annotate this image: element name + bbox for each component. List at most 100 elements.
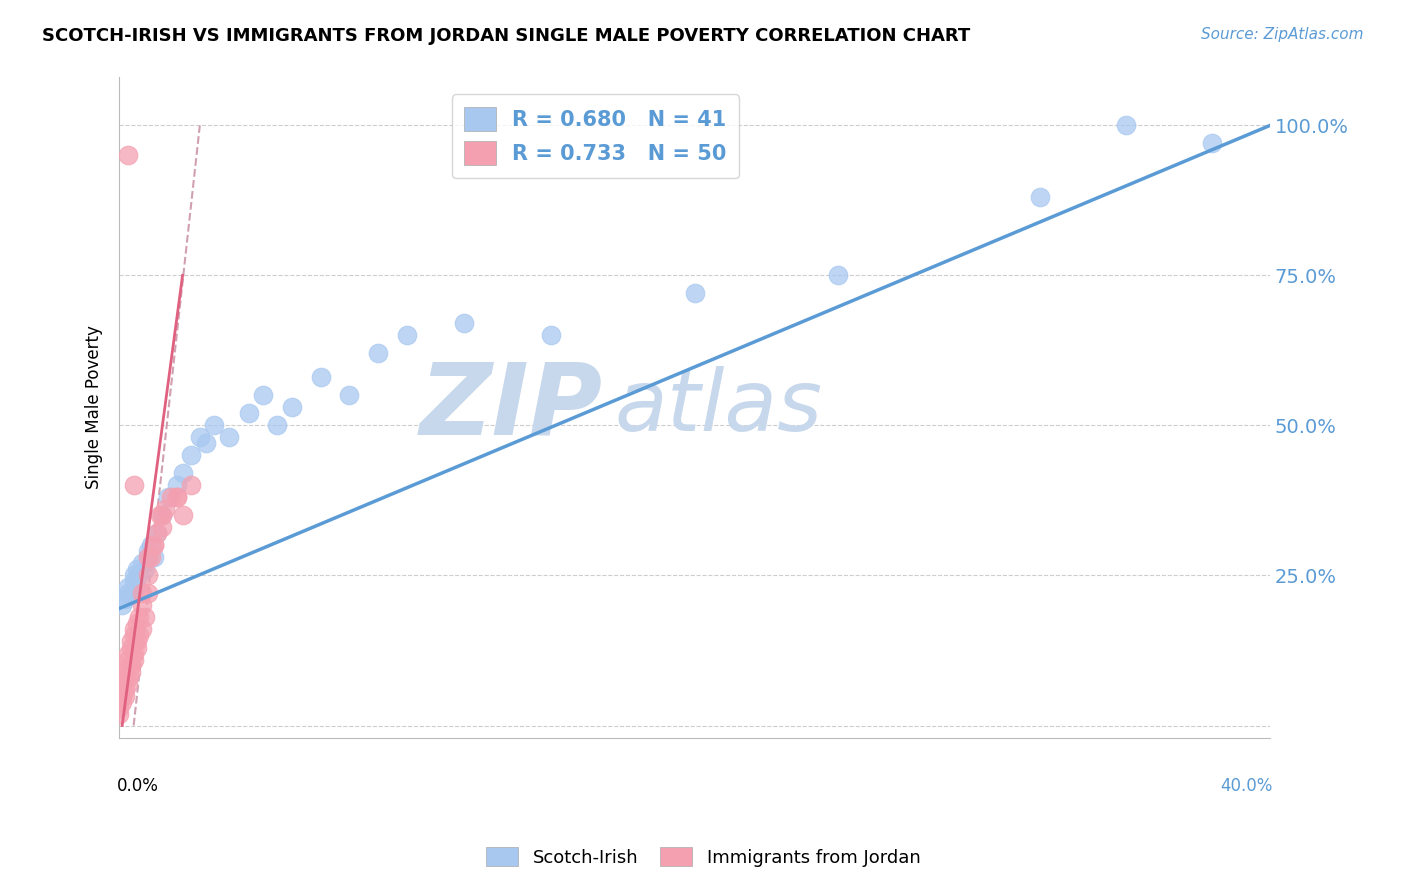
Point [827, 268, 849, 283]
Point [114, 671, 136, 685]
Point [111, 676, 134, 690]
Point [134, 610, 156, 624]
Point [145, 526, 167, 541]
Y-axis label: Single Male Poverty: Single Male Poverty [86, 326, 103, 490]
Point [125, 562, 148, 576]
Text: ZIP: ZIP [419, 359, 603, 456]
Point [108, 706, 131, 721]
Point [117, 658, 139, 673]
Point [139, 550, 162, 565]
Point [111, 682, 134, 697]
Point [238, 407, 260, 421]
Point [152, 508, 174, 523]
Point [180, 478, 202, 492]
Point [339, 388, 361, 402]
Point [166, 491, 188, 505]
Point [145, 526, 167, 541]
Point [136, 550, 159, 565]
Point [367, 346, 389, 360]
Point [128, 628, 150, 642]
Point [166, 491, 188, 505]
Point [172, 467, 194, 481]
Point [114, 682, 136, 697]
Point [142, 550, 165, 565]
Point [136, 550, 159, 565]
Point [120, 658, 142, 673]
Point [194, 436, 217, 450]
Point [114, 592, 136, 607]
Point [122, 647, 145, 661]
Point [111, 694, 134, 708]
Point [117, 652, 139, 666]
Point [266, 418, 288, 433]
Point [125, 581, 148, 595]
Point [683, 286, 706, 301]
Point [117, 581, 139, 595]
Point [172, 508, 194, 523]
Text: 40.0%: 40.0% [1220, 777, 1272, 795]
Point [122, 568, 145, 582]
Point [180, 449, 202, 463]
Point [117, 586, 139, 600]
Point [122, 628, 145, 642]
Point [122, 478, 145, 492]
Legend: Scotch-Irish, Immigrants from Jordan: Scotch-Irish, Immigrants from Jordan [478, 840, 928, 874]
Point [142, 539, 165, 553]
Point [122, 652, 145, 666]
Point [160, 491, 183, 505]
Text: Source: ZipAtlas.com: Source: ZipAtlas.com [1201, 27, 1364, 42]
Point [152, 520, 174, 534]
Point [114, 689, 136, 703]
Point [136, 544, 159, 558]
Point [309, 370, 332, 384]
Point [155, 502, 177, 516]
Point [114, 665, 136, 679]
Point [136, 586, 159, 600]
Point [218, 430, 240, 444]
Point [111, 599, 134, 613]
Text: SCOTCH-IRISH VS IMMIGRANTS FROM JORDAN SINGLE MALE POVERTY CORRELATION CHART: SCOTCH-IRISH VS IMMIGRANTS FROM JORDAN S… [42, 27, 970, 45]
Point [1201, 136, 1223, 151]
Point [128, 568, 150, 582]
Point [395, 328, 418, 343]
Legend: R = 0.680   N = 41, R = 0.733   N = 50: R = 0.680 N = 41, R = 0.733 N = 50 [451, 95, 740, 178]
Point [131, 599, 153, 613]
Point [117, 671, 139, 685]
Point [139, 539, 162, 553]
Text: 0.0%: 0.0% [117, 777, 159, 795]
Point [157, 491, 180, 505]
Point [540, 328, 562, 343]
Point [1115, 119, 1137, 133]
Point [148, 508, 170, 523]
Point [122, 574, 145, 589]
Point [117, 676, 139, 690]
Point [134, 562, 156, 576]
Point [453, 317, 475, 331]
Point [117, 647, 139, 661]
Point [120, 665, 142, 679]
Point [125, 634, 148, 648]
Point [1029, 190, 1052, 204]
Point [108, 700, 131, 714]
Point [125, 640, 148, 655]
Point [111, 689, 134, 703]
Point [131, 623, 153, 637]
Point [120, 586, 142, 600]
Point [136, 568, 159, 582]
Point [125, 616, 148, 631]
Point [252, 388, 274, 402]
Point [117, 148, 139, 162]
Point [202, 418, 225, 433]
Point [120, 634, 142, 648]
Point [120, 640, 142, 655]
Text: atlas: atlas [614, 366, 823, 449]
Point [122, 623, 145, 637]
Point [131, 557, 153, 571]
Point [152, 508, 174, 523]
Point [188, 430, 211, 444]
Point [128, 610, 150, 624]
Point [166, 478, 188, 492]
Point [281, 401, 304, 415]
Point [142, 539, 165, 553]
Point [131, 586, 153, 600]
